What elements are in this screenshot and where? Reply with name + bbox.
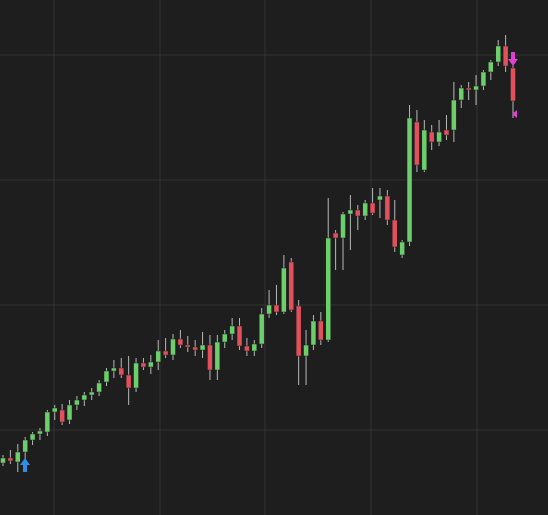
- candle-body: [44, 411, 51, 433]
- candle-body: [443, 129, 450, 136]
- candle-body: [221, 333, 228, 343]
- candle-body: [362, 202, 368, 217]
- candle-body: [185, 344, 191, 348]
- candle-body: [192, 346, 198, 351]
- candle-body: [258, 313, 265, 345]
- candle-body: [199, 344, 206, 351]
- candle-body: [318, 320, 324, 341]
- buy-arrow: [20, 458, 30, 472]
- candle-body: [148, 361, 154, 368]
- candle-body: [465, 87, 472, 91]
- candle-body: [103, 370, 110, 383]
- candle-body: [488, 61, 494, 73]
- candles: [0, 35, 516, 472]
- candle-body: [118, 367, 125, 376]
- candle-body: [458, 87, 465, 101]
- candle-body: [406, 117, 413, 243]
- candle-body: [480, 71, 487, 87]
- candle-body: [510, 67, 516, 102]
- candle-body: [251, 343, 258, 352]
- candle-body: [436, 131, 442, 143]
- candle-body: [74, 399, 80, 406]
- candle-body: [177, 338, 184, 346]
- candle-body: [384, 195, 391, 221]
- candle-body: [451, 99, 457, 131]
- candle-body: [502, 45, 509, 67]
- candle-body: [214, 341, 221, 371]
- candle-body: [377, 195, 383, 201]
- candle-body: [170, 338, 176, 356]
- candle-body: [288, 261, 295, 311]
- candle-body: [111, 367, 117, 372]
- candle-body: [155, 350, 161, 363]
- candle-body: [391, 219, 398, 248]
- candle-body: [125, 374, 132, 389]
- exit-marker: [512, 110, 517, 118]
- candle-body: [96, 382, 102, 393]
- sell-arrow: [508, 52, 518, 66]
- candle-body: [399, 241, 405, 256]
- candle-body: [495, 45, 501, 63]
- candle-body: [140, 362, 147, 368]
- candle-body: [355, 209, 361, 217]
- candle-body: [428, 131, 435, 143]
- candle-body: [266, 304, 272, 315]
- candle-body: [332, 232, 339, 239]
- candle-body: [7, 457, 14, 462]
- candle-body: [51, 407, 58, 413]
- candle-body: [310, 320, 317, 346]
- candle-body: [66, 404, 73, 421]
- candle-body: [207, 344, 213, 371]
- candle-body: [421, 129, 428, 171]
- candle-body: [325, 237, 331, 341]
- candle-body: [229, 325, 235, 335]
- candle-body: [473, 85, 479, 91]
- candle-body: [162, 350, 169, 356]
- candle-body: [29, 433, 36, 441]
- candle-body: [15, 451, 21, 463]
- candle-body: [22, 439, 28, 453]
- candle-body: [88, 391, 95, 396]
- candle-body: [81, 394, 88, 401]
- candle-body: [369, 202, 376, 214]
- candle-body: [133, 362, 139, 389]
- candle-body: [340, 213, 346, 239]
- candle-body: [295, 305, 302, 357]
- signals: [20, 52, 518, 472]
- candle-body: [59, 409, 65, 423]
- candle-body: [0, 457, 6, 464]
- candle-body: [236, 325, 243, 347]
- candle-body: [347, 209, 354, 215]
- candle-body: [281, 267, 287, 313]
- candle-body: [273, 304, 280, 313]
- candle-body: [303, 344, 309, 357]
- candle-body: [244, 345, 250, 352]
- candle-body: [414, 121, 420, 166]
- candle-body: [37, 430, 43, 435]
